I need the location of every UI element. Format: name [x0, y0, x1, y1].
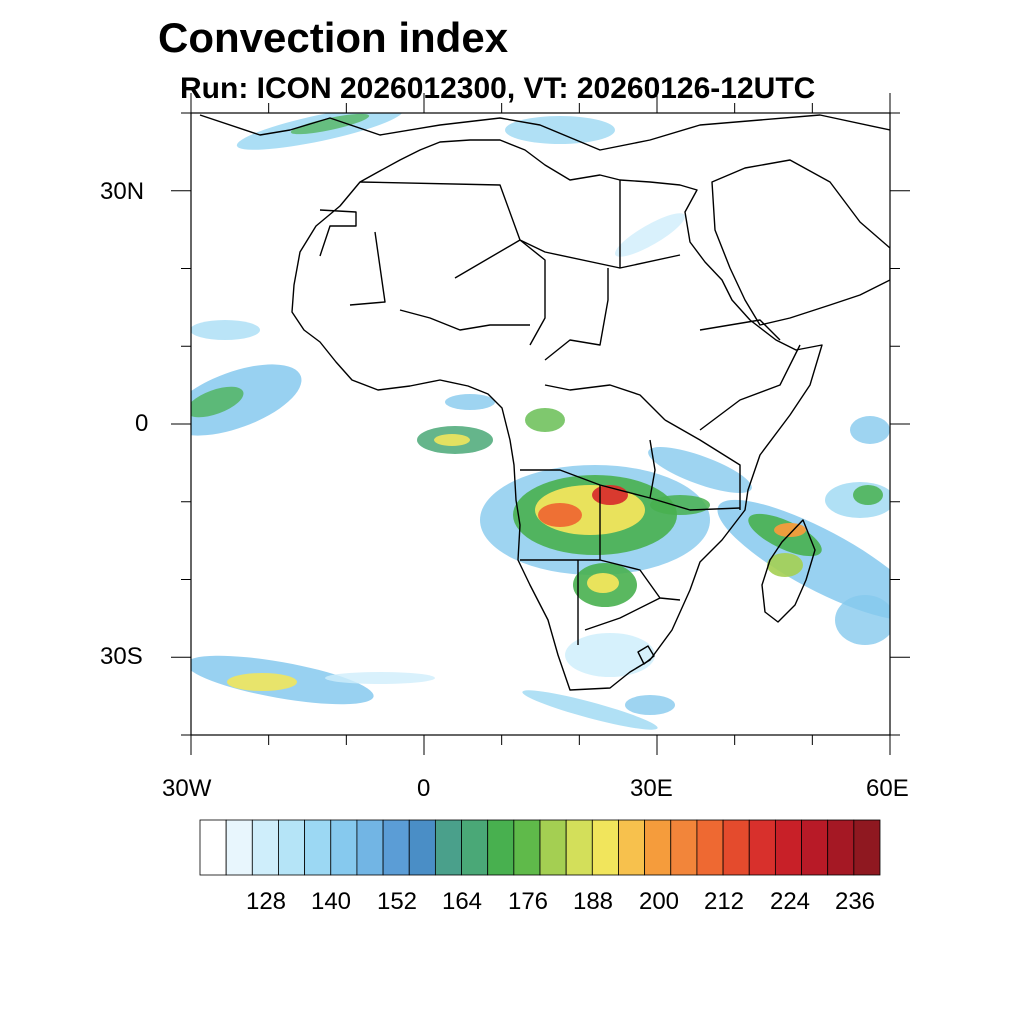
colorbar-swatch: [461, 819, 489, 876]
lon-label-60e: 60E: [866, 775, 909, 802]
field-moz-hot: [774, 523, 806, 537]
lon-label-0: 0: [417, 775, 431, 802]
map-title: Convection index: [158, 14, 509, 61]
field-sw-indian: [835, 595, 890, 645]
colorbar-swatch: [408, 819, 436, 876]
border-o: [699, 344, 801, 431]
colorbar-swatch: [853, 819, 881, 876]
colorbar-swatch: [539, 819, 567, 876]
colorbar-label-188: 188: [572, 888, 614, 915]
lat-label-30n: 30N: [100, 178, 145, 205]
colorbar-swatch: [827, 819, 855, 876]
colorbar-swatch: [330, 819, 358, 876]
colorbar-label-140: 140: [310, 888, 352, 915]
field-med-core: [290, 113, 370, 135]
colorbar-swatch: [774, 819, 802, 876]
colorbar-swatch: [513, 819, 541, 876]
colorbar-swatch: [251, 819, 279, 876]
colorbar-label-212: 212: [703, 888, 745, 915]
colorbar-swatch: [225, 819, 253, 876]
border-a: [359, 181, 621, 269]
border-q: [699, 319, 781, 341]
field-botswana-hot: [587, 573, 619, 593]
colorbar-swatch: [434, 819, 462, 876]
field-atlantic-core: [191, 386, 244, 418]
colorbar-label-164: 164: [441, 888, 483, 915]
field-indian-ocean-east: [850, 416, 890, 444]
field-atlantic-north: [191, 320, 260, 340]
colorbar-swatch: [199, 819, 227, 876]
lat-label-30s: 30S: [100, 643, 143, 670]
field-levant: [615, 213, 685, 257]
field-south-indian: [625, 695, 675, 715]
border-e: [454, 239, 546, 346]
field-angola-core: [538, 503, 582, 527]
lat-label-0: 0: [135, 410, 149, 437]
field-east-africa-band: [648, 447, 752, 493]
field-moz-band: [717, 499, 890, 621]
border-d: [349, 231, 386, 306]
border-h: [544, 384, 666, 421]
colorbar-swatch: [565, 819, 593, 876]
border-n: [664, 419, 741, 510]
border-g: [544, 268, 609, 361]
field-south-atlantic-tail: [325, 672, 435, 684]
colorbar-swatch: [696, 819, 724, 876]
border-p: [649, 439, 656, 499]
field-south-cape: [522, 690, 658, 730]
colorbar: [199, 819, 881, 876]
field-indian-ocean-core: [853, 485, 883, 505]
field-madagascar: [767, 553, 803, 577]
colorbar-swatch: [382, 819, 410, 876]
madagascar-coast: [761, 519, 816, 623]
europe-coast: [199, 114, 890, 151]
map-subtitle: Run: ICON 2026012300, VT: 20260126-12UTC: [180, 72, 816, 105]
colorbar-swatch: [644, 819, 672, 876]
border-b: [619, 180, 681, 269]
colorbar-swatch: [487, 819, 515, 876]
arabia-coast: [711, 159, 890, 326]
colorbar-swatch: [278, 819, 306, 876]
field-guinea-c: [445, 394, 495, 410]
lon-label-30w: 30W: [162, 775, 212, 802]
colorbar-swatch: [670, 819, 698, 876]
field-guinea-b: [434, 434, 470, 446]
border-i: [520, 469, 741, 511]
field-congo-north: [525, 408, 565, 432]
field-lake-core: [650, 495, 710, 515]
border-f: [399, 309, 530, 331]
colorbar-label-176: 176: [507, 888, 549, 915]
colorbar-label-224: 224: [769, 888, 811, 915]
colorbar-swatch: [591, 819, 619, 876]
field-south-atlantic-core: [227, 673, 297, 691]
colorbar-swatch: [304, 819, 332, 876]
colorbar-label-152: 152: [376, 888, 418, 915]
colorbar-label-236: 236: [834, 888, 876, 915]
colorbar-swatch: [356, 819, 384, 876]
border-c: [319, 209, 357, 257]
field-balkans: [505, 116, 615, 144]
field-south-africa: [565, 633, 655, 677]
coastlines-borders: [199, 114, 890, 691]
border-j: [520, 559, 681, 601]
colorbar-label-128: 128: [245, 888, 287, 915]
convection-field: [191, 113, 890, 730]
colorbar-swatch: [748, 819, 776, 876]
colorbar-label-200: 200: [638, 888, 680, 915]
axis-ticks: [171, 93, 910, 755]
colorbar-swatch: [801, 819, 829, 876]
colorbar-swatch: [618, 819, 646, 876]
lon-label-30e: 30E: [630, 775, 673, 802]
lesotho: [637, 645, 655, 665]
colorbar-swatch: [722, 819, 750, 876]
border-m: [584, 597, 661, 631]
